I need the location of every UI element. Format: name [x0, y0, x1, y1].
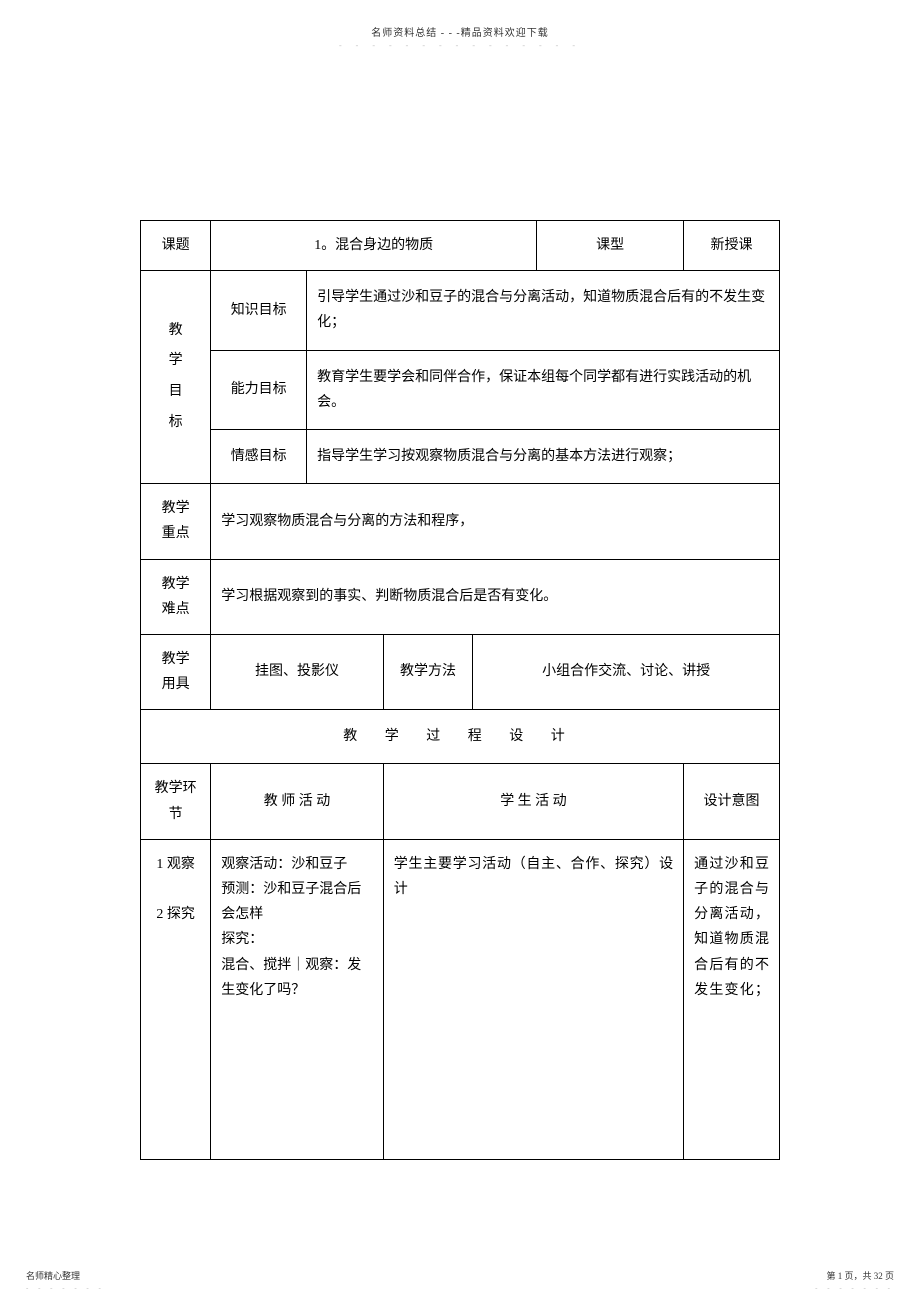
value-keti: 1。混合身边的物质 [211, 221, 537, 271]
footer-left-dots: - - - - - - - [26, 1284, 105, 1292]
value-zhishi-mubiao: 引导学生通过沙和豆子的混合与分离活动，知道物质混合后有的不发生变化； [307, 271, 780, 350]
value-yitu: 通过沙和豆子的混合与分离活动，知道物质混合后有的不发生变化； [684, 839, 780, 1159]
footer-right-dots: - - - - - - - [815, 1284, 894, 1292]
value-yongju: 挂图、投影仪 [211, 634, 384, 709]
value-xuesheng: 学生主要学习活动（自主、合作、探究）设计 [383, 839, 683, 1159]
label-process-title: 教 学 过 程 设 计 [141, 710, 780, 764]
label-fangfa: 教学方法 [383, 634, 472, 709]
label-yongju: 教学 用具 [141, 634, 211, 709]
label-zhishi-mubiao: 知识目标 [211, 271, 307, 350]
lesson-plan-table: 课题 1。混合身边的物质 课型 新授课 教 学 目 标 知识目标 引导学生通过沙… [140, 220, 780, 1160]
label-xuesheng-huodong: 学 生 活 动 [383, 764, 683, 839]
label-sheji-yitu: 设计意图 [684, 764, 780, 839]
value-jiaoshi: 观察活动：沙和豆子 预测：沙和豆子混合后会怎样 探究： 混合、搅拌｜观察：发生变… [211, 839, 384, 1159]
value-nengli-mubiao: 教育学生要学会和同伴合作，保证本组每个同学都有进行实践活动的机会。 [307, 350, 780, 429]
value-huanjie: 1 观察 2 探究 [141, 839, 211, 1159]
footer-right: 第 1 页，共 32 页 [826, 1269, 894, 1282]
label-jiaoxue-mubiao: 教 学 目 标 [141, 271, 211, 484]
label-keti: 课题 [141, 221, 211, 271]
value-kexing: 新授课 [684, 221, 780, 271]
label-zhongdian: 教学 重点 [141, 484, 211, 559]
main-content: 课题 1。混合身边的物质 课型 新授课 教 学 目 标 知识目标 引导学生通过沙… [140, 220, 780, 1160]
value-qinggan-mubiao: 指导学生学习按观察物质混合与分离的基本方法进行观察； [307, 429, 780, 483]
label-nandian: 教学 难点 [141, 559, 211, 634]
page-header: 名师资料总结 - - -精品资料欢迎下载 [0, 24, 920, 39]
value-fangfa: 小组合作交流、讨论、讲授 [473, 634, 780, 709]
value-zhongdian: 学习观察物质混合与分离的方法和程序， [211, 484, 780, 559]
page-header-dots: - - - - - - - - - - - - - - - [0, 41, 920, 50]
value-nandian: 学习根据观察到的事实、判断物质混合后是否有变化。 [211, 559, 780, 634]
label-kexing: 课型 [537, 221, 684, 271]
label-huanjie: 教学环节 [141, 764, 211, 839]
label-qinggan-mubiao: 情感目标 [211, 429, 307, 483]
label-nengli-mubiao: 能力目标 [211, 350, 307, 429]
label-jiaoshi-huodong: 教 师 活 动 [211, 764, 384, 839]
footer-left: 名师精心整理 [26, 1269, 80, 1282]
